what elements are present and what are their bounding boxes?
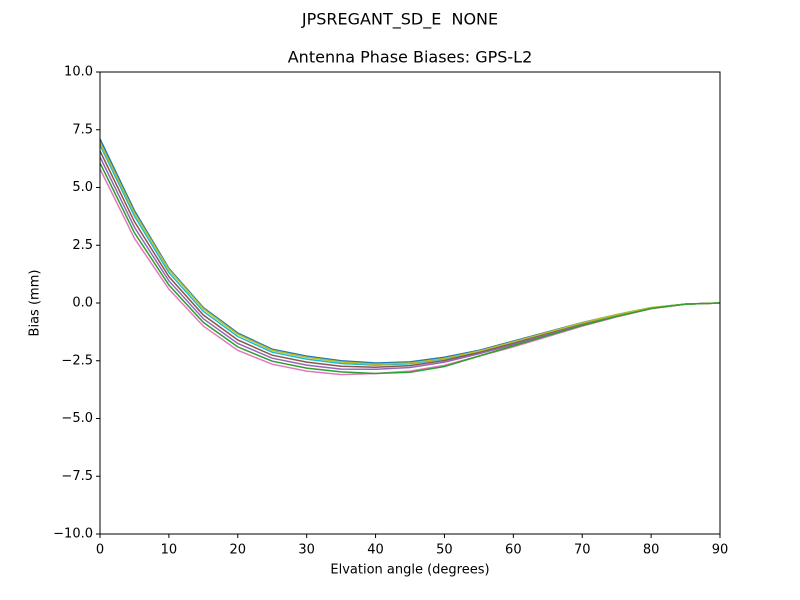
y-tick-label: −2.5 [61, 353, 93, 368]
x-tick-label: 10 [161, 543, 178, 558]
x-tick-label: 30 [298, 543, 315, 558]
x-tick-label: 90 [712, 543, 729, 558]
y-tick-label: 7.5 [72, 122, 93, 137]
x-tick-label: 70 [574, 543, 591, 558]
y-tick-label: −10.0 [53, 527, 93, 542]
x-tick-label: 0 [96, 543, 104, 558]
y-tick-label: 5.0 [72, 180, 93, 195]
y-tick-label: −7.5 [61, 469, 93, 484]
x-tick-label: 20 [230, 543, 247, 558]
y-tick-label: −5.0 [61, 411, 93, 426]
x-tick-label: 60 [505, 543, 522, 558]
suptitle: JPSREGANT_SD_E NONE [301, 10, 498, 30]
y-axis-label: Bias (mm) [28, 270, 43, 337]
y-tick-label: 0.0 [72, 296, 93, 311]
chart-title: Antenna Phase Biases: GPS-L2 [288, 48, 533, 67]
x-tick-label: 50 [436, 543, 453, 558]
plot-frame [99, 71, 721, 535]
y-tick-label: 10.0 [64, 65, 93, 80]
series-line [99, 142, 721, 365]
x-tick-label: 80 [643, 543, 660, 558]
x-axis-label: Elvation angle (degrees) [330, 563, 489, 578]
x-tick-label: 40 [367, 543, 384, 558]
series-line [99, 162, 721, 375]
y-tick-label: 2.5 [72, 238, 93, 253]
